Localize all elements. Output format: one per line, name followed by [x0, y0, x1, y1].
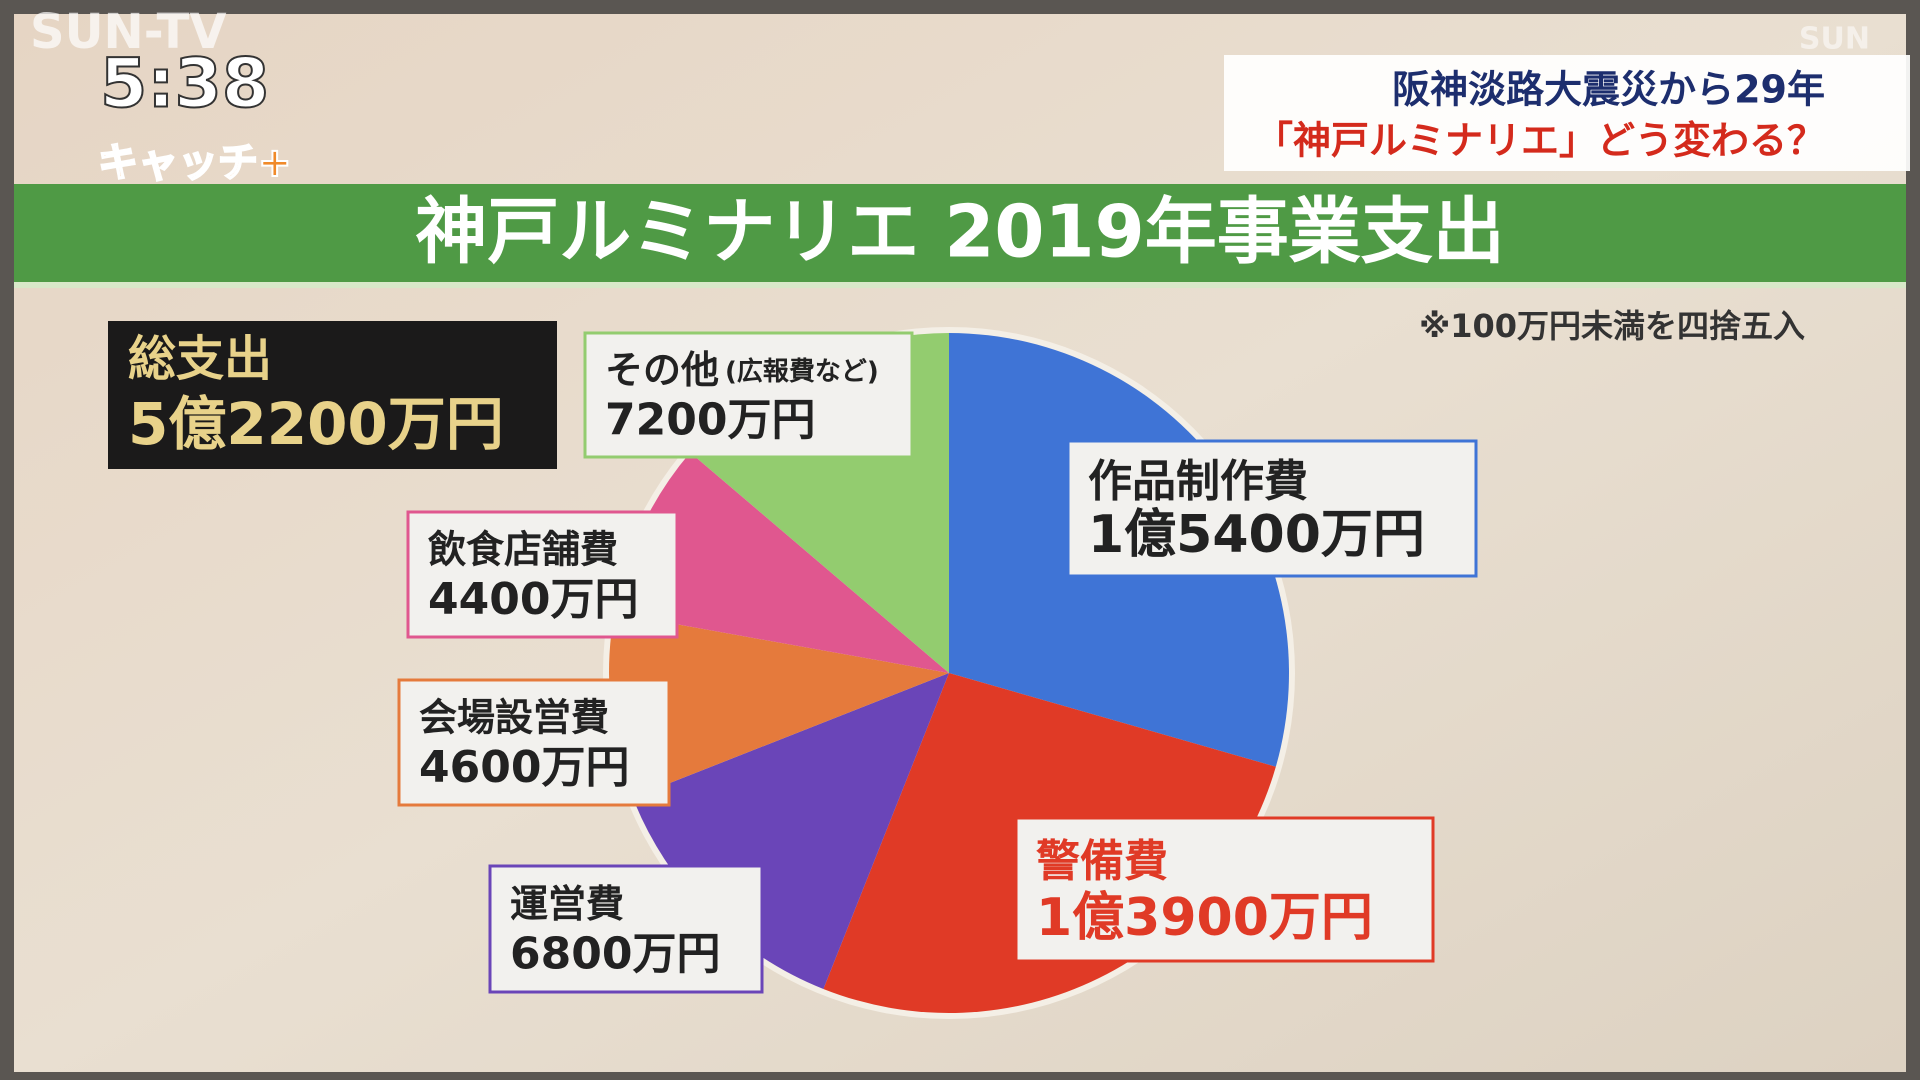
headline: 阪神淡路大震災から29年: [1392, 68, 1825, 112]
category-label: 飲食店舗費: [428, 528, 618, 572]
category-label: 会場設営費: [419, 696, 609, 740]
program-logo: キャッチ+: [98, 140, 292, 186]
category-label: 運営費: [510, 882, 624, 926]
category-label: その他: [605, 348, 719, 392]
label-box: [1014, 816, 1435, 963]
label-box: [488, 864, 764, 994]
category-label: 警備費: [1036, 836, 1168, 887]
chart-title: 神戸ルミナリエ 2019年事業支出: [415, 190, 1504, 274]
value-label: 1億5400万円: [1088, 505, 1425, 565]
label-box: [583, 331, 914, 459]
value-label: 7200万円: [605, 394, 815, 445]
total-box: [108, 321, 557, 469]
channel-corner: SUN: [1799, 22, 1870, 57]
pie-slice: [609, 613, 949, 798]
channel-logo: SUN-TV: [30, 4, 226, 60]
pie-slice: [614, 452, 949, 673]
value-label: 4600万円: [419, 742, 629, 793]
label-box: [406, 510, 679, 639]
value-label: 6800万円: [510, 929, 720, 980]
category-label: 作品制作費: [1088, 456, 1308, 507]
total-label: 総支出: [128, 331, 272, 387]
headline: 「神戸ルミナリエ」どう変わる？: [1255, 119, 1825, 163]
headline-box: [1224, 55, 1910, 171]
label-box: [1066, 439, 1478, 578]
label-box: [397, 678, 671, 807]
title-banner: [14, 184, 1906, 288]
note: ※100万円未満を四捨五入: [1419, 307, 1805, 345]
total-value: 5億2200万円: [128, 390, 504, 458]
category-note: (広報費など): [725, 356, 879, 387]
banner-stripe: [14, 282, 1906, 288]
value-label: 4400万円: [428, 574, 638, 625]
clock: 5:38: [100, 45, 269, 124]
value-label: 1億3900万円: [1036, 888, 1373, 948]
